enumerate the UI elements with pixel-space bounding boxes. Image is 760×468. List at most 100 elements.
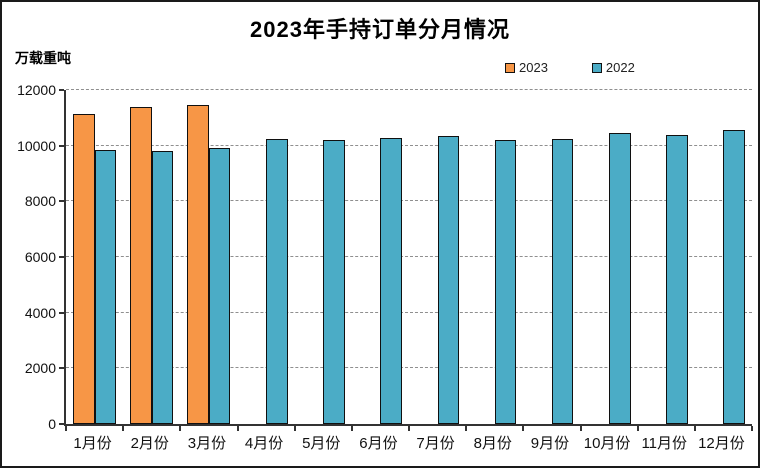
chart-title: 2023年手持订单分月情况 — [250, 17, 510, 42]
bar-group-10月份 — [581, 90, 638, 424]
x-axis-label-10月份: 10月份 — [583, 435, 631, 452]
y-axis-tick-label: 4000 — [24, 304, 56, 321]
bar-2022-7月份 — [437, 135, 460, 424]
legend-label-2022: 2022 — [605, 60, 635, 75]
bar-slot-2023-8月份 — [473, 90, 495, 424]
gridline-y-8000 — [66, 200, 752, 202]
bar-group-11月份 — [638, 90, 695, 424]
legend-label-2023: 2023 — [519, 60, 548, 75]
bar-slot-2023-3月份 — [187, 90, 209, 424]
bar-slot-2023-6月份 — [359, 90, 381, 424]
bar-2022-11月份 — [666, 135, 688, 424]
y-axis-tick-mark — [59, 367, 64, 370]
x-axis-tick-mark — [636, 426, 639, 431]
gridline-y-4000 — [66, 311, 752, 313]
x-axis-label-2月份: 2月份 — [130, 435, 169, 452]
bar-2022-4月份 — [266, 138, 288, 424]
bar-slot-2023-1月份 — [73, 90, 95, 424]
x-axis-tick-mark — [236, 426, 239, 431]
bar-2022-3月份 — [208, 148, 231, 424]
bar-slot-2022-2月份 — [151, 90, 174, 424]
gridline-y-12000 — [66, 89, 752, 90]
plot-area — [59, 89, 753, 431]
x-axis-label-8月份: 8月份 — [473, 435, 512, 452]
x-axis-tick-mark — [122, 426, 125, 431]
x-axis-tick-mark — [408, 426, 410, 431]
x-axis-tick-mark — [293, 426, 296, 431]
bar-group-12月份 — [695, 90, 752, 424]
x-axis-label-4月份: 4月份 — [244, 435, 284, 452]
y-axis-tick-mark — [59, 311, 64, 314]
y-axis-tick-mark — [59, 144, 64, 147]
x-axis-tick-mark — [693, 426, 696, 431]
bar-slot-2023-2月份 — [130, 90, 152, 424]
x-axis-label-9月份: 9月份 — [530, 435, 570, 452]
bar-group-8月份 — [466, 90, 523, 424]
bar-group-9月份 — [523, 90, 580, 424]
bar-2023-2月份 — [130, 106, 152, 424]
bar-group-6月份 — [352, 90, 409, 424]
bar-group-4月份 — [238, 90, 295, 424]
bar-slot-2023-11月份 — [645, 90, 667, 424]
y-axis-tick-mark — [59, 256, 64, 258]
bar-2023-3月份 — [187, 105, 209, 424]
x-axis-label-3月份: 3月份 — [187, 435, 227, 452]
bar-slot-2023-12月份 — [702, 90, 724, 424]
bar-2022-1月份 — [94, 150, 117, 424]
y-axis-unit-label: 万载重吨 — [15, 50, 71, 66]
x-axis-label-5月份: 5月份 — [302, 435, 341, 452]
x-axis-label-11月份: 11月份 — [641, 435, 688, 452]
bar-slot-2022-8月份 — [494, 90, 517, 424]
y-axis-tick-mark — [59, 89, 64, 91]
y-axis-tick-label: 12000 — [17, 82, 56, 98]
x-axis-label-7月份: 7月份 — [416, 435, 455, 452]
y-axis-tick-mark — [59, 200, 64, 203]
x-axis-tick-mark — [179, 426, 182, 431]
legend-swatch-2022-icon — [591, 62, 602, 73]
legend: 2023 2022 — [505, 60, 635, 75]
bar-slot-2022-10月份 — [609, 90, 631, 424]
bar-2022-2月份 — [151, 151, 174, 424]
bar-2022-10月份 — [609, 132, 631, 424]
bar-2022-6月份 — [380, 137, 402, 424]
bar-group-1月份 — [66, 90, 123, 424]
y-axis-tick-mark — [59, 423, 64, 425]
y-axis-tick-label: 8000 — [24, 193, 56, 210]
x-axis-tick-mark — [751, 426, 753, 431]
bar-slot-2022-1月份 — [94, 90, 117, 424]
bar-2022-5月份 — [323, 139, 345, 424]
bar-slot-2022-4月份 — [266, 90, 288, 424]
bar-group-3月份 — [180, 90, 237, 424]
legend-item-2023: 2023 — [505, 60, 548, 75]
bar-2022-12月份 — [723, 130, 745, 424]
x-axis-tick-mark — [579, 426, 582, 431]
bar-slot-2022-11月份 — [666, 90, 688, 424]
x-axis-label-12月份: 12月份 — [698, 435, 745, 452]
x-axis-tick-mark — [522, 426, 525, 431]
bar-slot-2022-6月份 — [380, 90, 402, 424]
bar-slot-2022-7月份 — [437, 90, 460, 424]
y-axis-tick-label: 6000 — [24, 249, 56, 265]
bar-2023-1月份 — [73, 113, 95, 424]
y-axis-tick-label: 0 — [48, 416, 56, 432]
legend-item-2022: 2022 — [591, 60, 635, 75]
bar-2022-8月份 — [494, 140, 517, 424]
bar-slot-2023-10月份 — [588, 90, 610, 424]
x-axis-tick-mark — [465, 426, 468, 431]
bar-slot-2022-9月份 — [551, 90, 574, 424]
x-axis-label-6月份: 6月份 — [359, 435, 398, 452]
legend-swatch-2023-icon — [505, 62, 515, 73]
x-axis-tick-mark — [65, 426, 67, 431]
gridline-y-6000 — [66, 256, 752, 257]
gridline-y-2000 — [66, 367, 752, 369]
bar-group-2月份 — [123, 90, 180, 424]
bar-slot-2022-3月份 — [208, 90, 231, 424]
gridline-y-10000 — [66, 144, 752, 146]
x-axis-label-1月份: 1月份 — [73, 435, 112, 452]
y-axis-tick-label: 10000 — [17, 137, 56, 154]
bar-slot-2022-5月份 — [323, 90, 345, 424]
bar-group-5月份 — [295, 90, 352, 424]
y-axis-tick-label: 2000 — [24, 360, 56, 377]
bar-2022-9月份 — [551, 138, 574, 424]
